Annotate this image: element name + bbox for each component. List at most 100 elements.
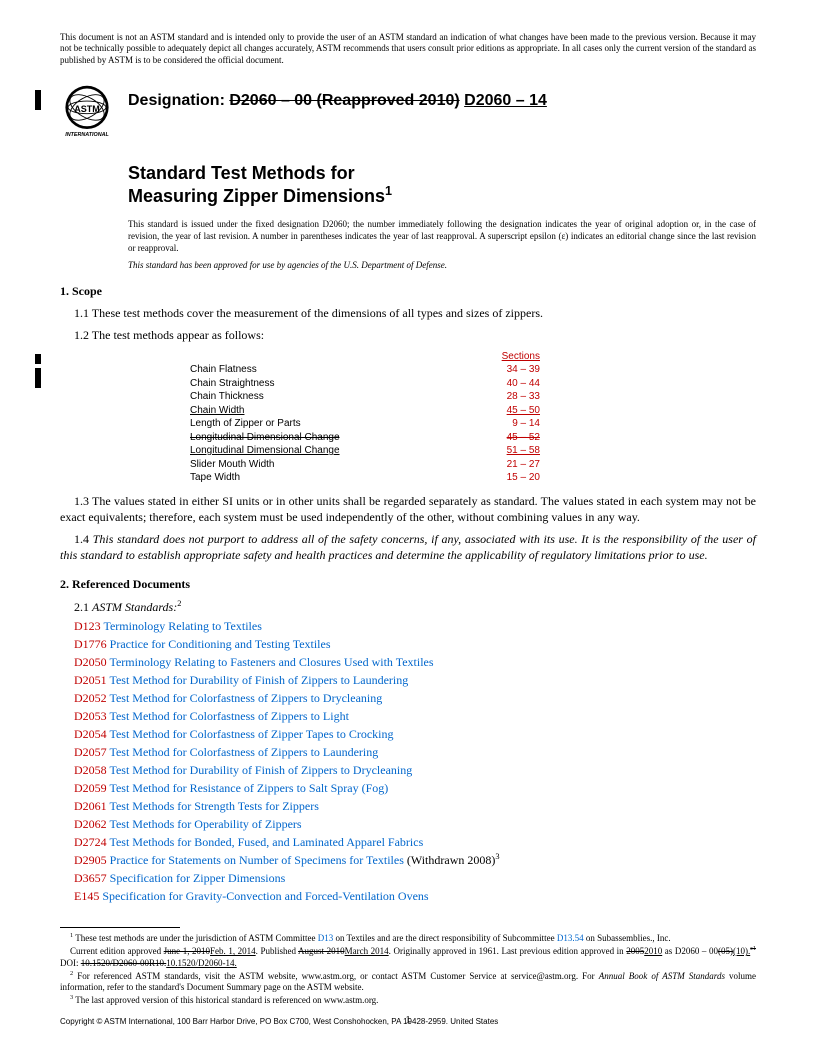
change-bar [35, 90, 41, 110]
document-title: Standard Test Methods for Measuring Zipp… [128, 162, 756, 208]
reference-id[interactable]: D2050 [74, 655, 107, 669]
reference-id[interactable]: E145 [74, 889, 99, 903]
reference-title[interactable]: Terminology Relating to Textiles [103, 619, 261, 633]
reference-item: D2050 Terminology Relating to Fasteners … [74, 653, 756, 671]
scope-1-4-lead: 1.4 [74, 532, 93, 546]
reference-title[interactable]: Test Method for Durability of Finish of … [109, 763, 412, 777]
reference-item: E145 Specification for Gravity-Convectio… [74, 887, 756, 905]
reference-sup: 3 [495, 852, 499, 861]
methods-label: Longitudinal Dimensional Change [190, 444, 480, 458]
reference-id[interactable]: D2061 [74, 799, 107, 813]
reference-title[interactable]: Test Methods for Operability of Zippers [109, 817, 301, 831]
reference-item: D2061 Test Methods for Strength Tests fo… [74, 797, 756, 815]
methods-label: Tape Width [190, 471, 480, 485]
reference-id[interactable]: D2052 [74, 691, 107, 705]
reference-id[interactable]: D2905 [74, 853, 107, 867]
astm-logo: ASTM INTERNATIONAL [60, 84, 114, 138]
methods-label: Chain Straightness [190, 377, 480, 391]
methods-sections: 51 – 58 [480, 444, 540, 458]
methods-sections: 28 – 33 [480, 390, 540, 404]
footnote-3: 3 The last approved version of this hist… [60, 994, 756, 1007]
reference-item: D2059 Test Method for Resistance of Zipp… [74, 779, 756, 797]
svg-text:ASTM: ASTM [74, 104, 100, 114]
reference-id[interactable]: D2059 [74, 781, 107, 795]
methods-row: Tape Width15 – 20 [190, 471, 756, 485]
reference-title[interactable]: Test Method for Colorfastness of Zippers… [109, 745, 378, 759]
methods-row: Chain Width45 – 50 [190, 404, 756, 418]
scope-1-4: 1.4 This standard does not purport to ad… [60, 531, 756, 563]
methods-label: Length of Zipper or Parts [190, 417, 480, 431]
title-sup: 1 [385, 184, 392, 198]
methods-sections: 9 – 14 [480, 417, 540, 431]
title-line-2: Measuring Zipper Dimensions [128, 186, 385, 206]
reference-title[interactable]: Test Methods for Bonded, Fused, and Lami… [109, 835, 423, 849]
header-row: ASTM INTERNATIONAL Designation: D2060 – … [60, 84, 756, 138]
page-number: 1 [0, 1014, 816, 1026]
reference-title[interactable]: Practice for Conditioning and Testing Te… [110, 637, 331, 651]
methods-sections: 45 – 50 [480, 404, 540, 418]
methods-sections: 40 – 44 [480, 377, 540, 391]
footnote-rule [60, 927, 180, 928]
methods-sections: 21 – 27 [480, 458, 540, 472]
reference-list: D123 Terminology Relating to TextilesD17… [74, 617, 756, 905]
reference-title[interactable]: Test Method for Colorfastness of Zippers… [109, 691, 382, 705]
reference-id[interactable]: D3657 [74, 871, 107, 885]
reference-item: D1776 Practice for Conditioning and Test… [74, 635, 756, 653]
reference-id[interactable]: D1776 [74, 637, 107, 651]
refs-sub-italic: ASTM Standards: [92, 600, 177, 614]
title-block: Standard Test Methods for Measuring Zipp… [128, 162, 756, 270]
change-bar [35, 354, 41, 364]
footnote-link-d13[interactable]: D13 [318, 933, 334, 943]
reference-item: D3657 Specification for Zipper Dimension… [74, 869, 756, 887]
footnotes: 1 These test methods are under the juris… [60, 932, 756, 1006]
scope-1-2: 1.2 The test methods appear as follows: [60, 327, 756, 343]
methods-label: Slider Mouth Width [190, 458, 480, 472]
footnote-2: 2 For referenced ASTM standards, visit t… [60, 970, 756, 994]
methods-row: Longitudinal Dimensional Change45 – 52 [190, 431, 756, 445]
reference-title[interactable]: Test Method for Colorfastness of Zipper … [109, 727, 393, 741]
change-bar [35, 368, 41, 388]
reference-id[interactable]: D2051 [74, 673, 107, 687]
methods-label: Chain Thickness [190, 390, 480, 404]
reference-id[interactable]: D2054 [74, 727, 107, 741]
reference-title[interactable]: Test Methods for Strength Tests for Zipp… [109, 799, 318, 813]
designation-new: D2060 – 14 [464, 92, 547, 109]
reference-title[interactable]: Terminology Relating to Fasteners and Cl… [109, 655, 433, 669]
footnote-1-edition: Current edition approved June 1, 2010Feb… [60, 945, 756, 969]
reference-id[interactable]: D2053 [74, 709, 107, 723]
reference-title[interactable]: Test Method for Resistance of Zippers to… [109, 781, 388, 795]
methods-row: Longitudinal Dimensional Change51 – 58 [190, 444, 756, 458]
designation-label: Designation: [128, 92, 225, 109]
reference-item: D2058 Test Method for Durability of Fini… [74, 761, 756, 779]
methods-sections: 45 – 52 [480, 431, 540, 445]
reference-id[interactable]: D2724 [74, 835, 107, 849]
designation: Designation: D2060 – 00 (Reapproved 2010… [128, 84, 547, 110]
footnote-link-d1354[interactable]: D13.54 [557, 933, 584, 943]
reference-title[interactable]: Specification for Zipper Dimensions [110, 871, 286, 885]
refs-sub: 2.1 ASTM Standards:2 [60, 598, 756, 615]
issuance-note: This standard is issued under the fixed … [128, 218, 756, 254]
reference-item: D123 Terminology Relating to Textiles [74, 617, 756, 635]
reference-id[interactable]: D2057 [74, 745, 107, 759]
reference-id[interactable]: D2062 [74, 817, 107, 831]
title-line-1: Standard Test Methods for [128, 163, 355, 183]
reference-item: D2054 Test Method for Colorfastness of Z… [74, 725, 756, 743]
dod-note: This standard has been approved for use … [128, 260, 756, 270]
scope-heading: 1. Scope [60, 284, 756, 299]
reference-title[interactable]: Test Method for Colorfastness of Zippers… [109, 709, 348, 723]
reference-title[interactable]: Test Method for Durability of Finish of … [109, 673, 408, 687]
methods-table: Sections Chain Flatness34 – 39Chain Stra… [190, 350, 756, 485]
methods-label: Chain Width [190, 404, 480, 418]
reference-id[interactable]: D123 [74, 619, 101, 633]
reference-item: D2062 Test Methods for Operability of Zi… [74, 815, 756, 833]
reference-title[interactable]: Specification for Gravity-Convection and… [102, 889, 428, 903]
methods-row: Slider Mouth Width21 – 27 [190, 458, 756, 472]
refs-sub-sup: 2 [177, 599, 181, 608]
refs-heading: 2. Referenced Documents [60, 577, 756, 592]
scope-1-1: 1.1 These test methods cover the measure… [60, 305, 756, 321]
methods-row: Chain Straightness40 – 44 [190, 377, 756, 391]
scope-1-4-body: This standard does not purport to addres… [60, 532, 756, 562]
reference-title[interactable]: Practice for Statements on Number of Spe… [110, 853, 404, 867]
reference-id[interactable]: D2058 [74, 763, 107, 777]
methods-sections: 34 – 39 [480, 363, 540, 377]
